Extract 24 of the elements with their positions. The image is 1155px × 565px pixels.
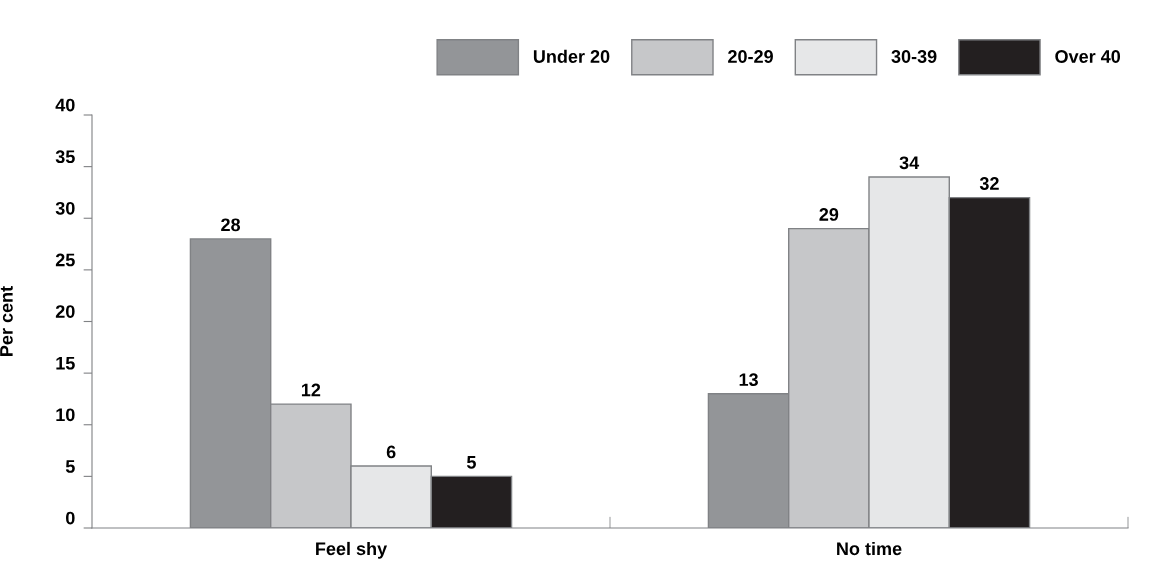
data-label: 32 bbox=[979, 177, 999, 190]
x-tick-label: Feel shy bbox=[316, 541, 388, 559]
data-label: 29 bbox=[819, 208, 839, 221]
y-tick-label: 0 bbox=[66, 511, 75, 525]
data-label: 28 bbox=[221, 218, 241, 232]
y-axis-title: Per cent bbox=[0, 286, 13, 356]
y-tick-label: 30 bbox=[55, 201, 75, 215]
data-label: 5 bbox=[466, 456, 476, 469]
data-label: 34 bbox=[899, 156, 920, 170]
legend-label: Over 40 bbox=[1055, 50, 1121, 63]
legend-label: 20-29 bbox=[728, 50, 773, 63]
y-tick-label: 20 bbox=[55, 305, 75, 318]
y-tick-label: 35 bbox=[55, 150, 75, 164]
y-tick-label: 5 bbox=[65, 460, 75, 473]
data-label: 13 bbox=[739, 373, 758, 387]
y-tick-label: 25 bbox=[55, 253, 75, 267]
y-tick-label: 15 bbox=[56, 356, 75, 370]
legend-label: 30-39 bbox=[891, 50, 937, 63]
data-label: 12 bbox=[301, 383, 321, 397]
x-tick-label: No time bbox=[837, 541, 902, 556]
data-label: 6 bbox=[386, 445, 396, 459]
legend-label: Under 20 bbox=[533, 49, 610, 63]
y-tick-label: 40 bbox=[55, 98, 75, 112]
y-tick-label: 10 bbox=[56, 408, 75, 422]
